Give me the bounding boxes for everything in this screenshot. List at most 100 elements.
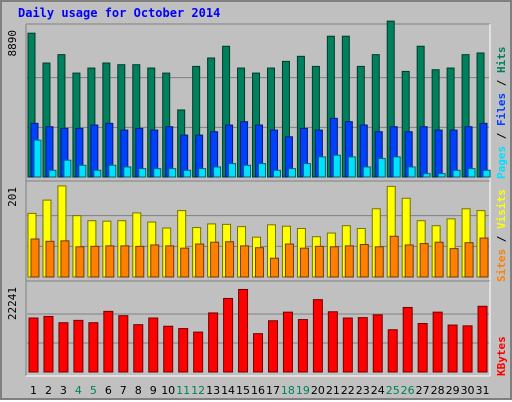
bar-sites bbox=[464, 242, 474, 278]
scale-label: 8890 bbox=[6, 30, 19, 57]
bar-pages bbox=[302, 163, 311, 178]
bar-sites bbox=[90, 245, 100, 278]
bar-kbytes bbox=[282, 311, 293, 373]
legend-separator: / bbox=[495, 73, 508, 93]
day-label: 3 bbox=[60, 384, 67, 397]
bar-sites bbox=[344, 245, 354, 278]
bar-sites bbox=[210, 241, 220, 278]
bar-pages bbox=[407, 166, 416, 178]
bar-kbytes bbox=[73, 319, 84, 373]
bar-sites bbox=[434, 241, 444, 278]
day-label: 26 bbox=[401, 384, 415, 397]
bar-kbytes bbox=[148, 317, 159, 373]
bar-kbytes bbox=[208, 312, 219, 373]
day-label: 12 bbox=[191, 384, 205, 397]
bar-pages bbox=[138, 168, 147, 178]
bar-kbytes bbox=[297, 319, 308, 373]
bar-pages bbox=[467, 168, 476, 178]
bar-sites bbox=[329, 246, 339, 278]
legend-pages: Pages bbox=[495, 146, 508, 179]
bar-sites bbox=[45, 240, 55, 278]
day-label: 4 bbox=[75, 384, 82, 397]
day-label: 15 bbox=[236, 384, 250, 397]
bar-kbytes bbox=[178, 328, 189, 373]
bar-pages bbox=[377, 158, 386, 178]
bar-pages bbox=[272, 169, 281, 178]
bar-pages bbox=[108, 164, 117, 178]
bar-sites bbox=[60, 240, 70, 278]
day-label: 13 bbox=[206, 384, 220, 397]
bar-pages bbox=[78, 164, 87, 178]
bar-sites bbox=[449, 248, 459, 278]
legend-visits: Visits bbox=[495, 189, 508, 229]
bar-kbytes bbox=[462, 325, 473, 373]
bar-sites bbox=[180, 247, 190, 278]
bar-kbytes bbox=[193, 331, 204, 373]
bar-kbytes bbox=[312, 299, 323, 373]
legend-separator: / bbox=[495, 126, 508, 146]
bar-sites bbox=[135, 245, 145, 278]
bar-kbytes bbox=[253, 333, 264, 373]
bar-kbytes bbox=[432, 311, 443, 373]
bar-kbytes bbox=[402, 306, 413, 373]
legend-files: Files bbox=[495, 93, 508, 126]
day-label: 8 bbox=[135, 384, 142, 397]
day-label: 1 bbox=[30, 384, 37, 397]
bar-pages bbox=[392, 156, 401, 178]
legend-kbytes: KBytes bbox=[495, 336, 508, 376]
day-label: 22 bbox=[341, 384, 355, 397]
day-label: 31 bbox=[476, 384, 490, 397]
bar-kbytes bbox=[417, 322, 428, 373]
bar-sites bbox=[150, 244, 160, 278]
bar-pages bbox=[243, 164, 252, 178]
bar-sites bbox=[165, 245, 175, 278]
bar-pages bbox=[347, 156, 356, 178]
legend-visits-sites: Sites / Visits bbox=[495, 189, 508, 282]
bar-kbytes bbox=[133, 324, 144, 373]
bar-pages bbox=[482, 169, 491, 178]
bar-kbytes bbox=[477, 305, 488, 373]
bar-sites bbox=[120, 245, 130, 278]
day-label: 10 bbox=[161, 384, 175, 397]
bar-pages bbox=[287, 168, 296, 178]
day-label: 21 bbox=[326, 384, 340, 397]
bar-pages bbox=[258, 163, 267, 178]
legend-sites: Sites bbox=[495, 249, 508, 282]
bar-kbytes bbox=[28, 317, 39, 373]
day-label: 30 bbox=[461, 384, 475, 397]
bar-kbytes bbox=[327, 311, 338, 373]
bar-sites bbox=[389, 235, 399, 278]
day-label: 7 bbox=[120, 384, 127, 397]
bar-sites bbox=[419, 243, 429, 278]
day-label: 11 bbox=[176, 384, 190, 397]
bar-kbytes bbox=[372, 314, 383, 373]
bar-files bbox=[45, 126, 54, 178]
bar-pages bbox=[213, 166, 222, 178]
day-label: 5 bbox=[90, 384, 97, 397]
bar-kbytes bbox=[58, 322, 69, 373]
bar-kbytes bbox=[267, 320, 278, 373]
bar-pages bbox=[48, 169, 57, 178]
bar-sites bbox=[269, 257, 279, 278]
bar-sites bbox=[30, 238, 40, 278]
bar-sites bbox=[314, 245, 324, 278]
bar-sites bbox=[75, 246, 85, 278]
bar-sites bbox=[195, 243, 205, 278]
day-label: 29 bbox=[446, 384, 460, 397]
bar-kbytes bbox=[238, 288, 249, 373]
bar-pages bbox=[332, 154, 341, 178]
bar-pages bbox=[317, 156, 326, 178]
bar-files bbox=[479, 122, 488, 178]
bar-pages bbox=[33, 139, 42, 178]
bar-files bbox=[434, 129, 443, 178]
bar-sites bbox=[359, 244, 369, 278]
bar-kbytes bbox=[88, 322, 99, 373]
bar-pages bbox=[198, 168, 207, 178]
legend-hits-files-pages: Pages / Files / Hits bbox=[495, 47, 508, 180]
bar-pages bbox=[452, 169, 461, 178]
bar-kbytes bbox=[342, 317, 353, 373]
bar-sites bbox=[240, 245, 250, 278]
legend-separator: / bbox=[495, 229, 508, 249]
